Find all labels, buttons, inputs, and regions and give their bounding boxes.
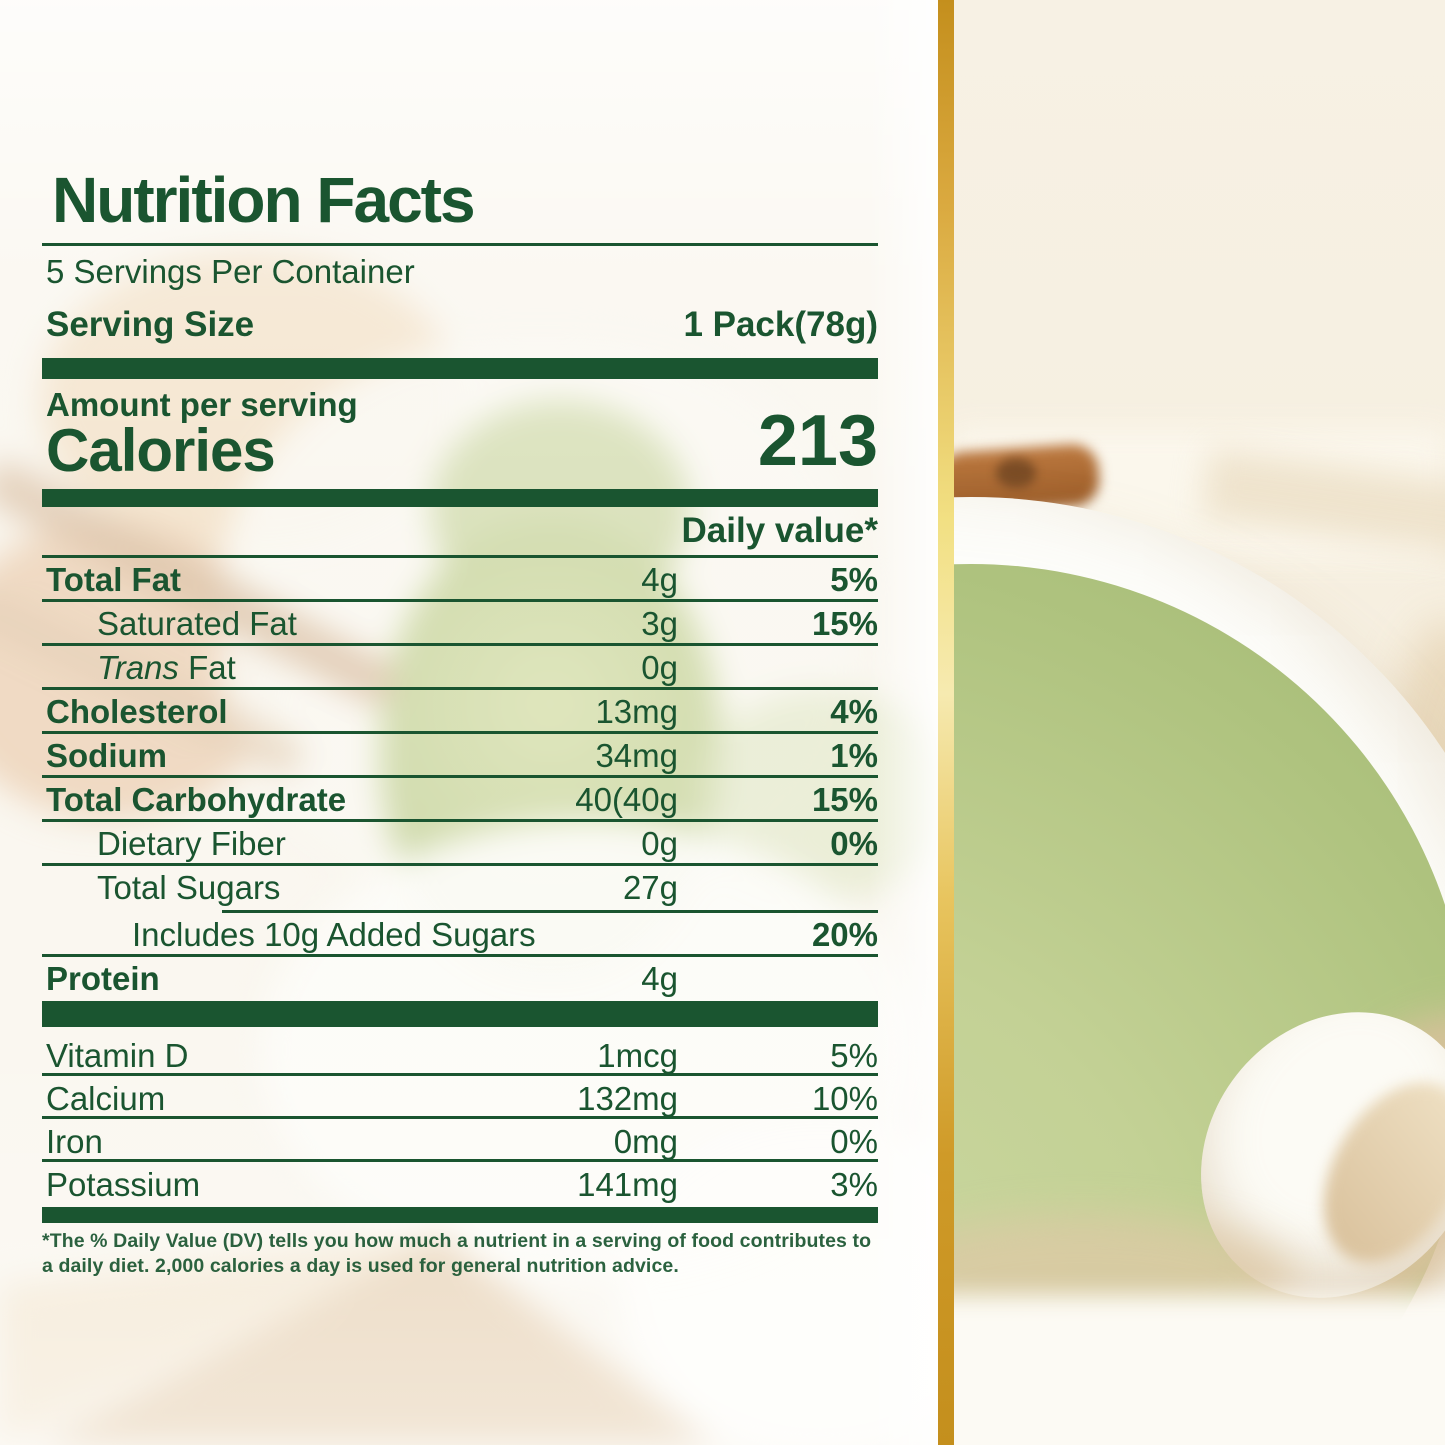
servings-per-container: 5 Servings Per Container xyxy=(46,252,415,290)
nutrient-daily-value: 5% xyxy=(830,560,878,598)
matcha-latte-photo xyxy=(954,0,1445,1445)
saucer xyxy=(954,1295,1445,1445)
label-white-wash xyxy=(0,0,938,1445)
gold-divider-stripe xyxy=(938,0,954,1445)
nutrition-row: Saturated Fat 3g 15% xyxy=(42,602,878,646)
nutrient-daily-value xyxy=(678,651,878,687)
nutrition-row: Trans Fat 0g xyxy=(42,646,878,690)
nutrient-amount: 4g xyxy=(641,959,678,997)
nutrient-daily-value: 5% xyxy=(830,1036,878,1074)
nutrition-row: Total Fat 4g 5% xyxy=(42,558,878,602)
nutrition-row: Sodium 34mg 1% xyxy=(42,734,878,778)
thick-divider-bar xyxy=(42,489,878,508)
nutrition-label-panel: Nutrition Facts 5 Servings Per Container… xyxy=(0,0,938,1445)
nutrient-name: Includes 10g Added Sugars xyxy=(132,915,536,953)
micronutrient-rows: Vitamin D 1mcg 5% Calcium 132mg 10% Iron 0mg 0% P… xyxy=(42,1033,878,1205)
nutrition-row: Total Carbohydrate 40(40g 15% xyxy=(42,778,878,822)
micronutrient-row: Calcium 132mg 10% xyxy=(42,1076,878,1119)
amount-per-serving: Amount per serving xyxy=(46,386,358,424)
calories-value: 213 xyxy=(757,401,878,482)
nutrient-rows: Total Fat 4g 5% Saturated Fat 3g 15% Trans Fat… xyxy=(42,558,878,1001)
nutrient-daily-value: 1% xyxy=(830,736,878,774)
calories-label: Calories xyxy=(46,417,276,485)
serving-size-value: 1 Pack(78g) xyxy=(683,305,878,345)
nutrient-name: Potassium xyxy=(46,1165,201,1203)
nutrient-name: Calcium xyxy=(46,1079,166,1117)
nutrition-facts-label: Nutrition Facts 5 Servings Per Container… xyxy=(42,0,878,1280)
nutrient-name: Total Carbohydrate xyxy=(46,780,347,818)
nutrient-name: Total Fat xyxy=(46,560,182,598)
thick-divider-bar xyxy=(42,358,878,380)
nutrient-name: Cholesterol xyxy=(46,692,228,730)
nutrient-name: Dietary Fiber xyxy=(97,824,286,862)
nutrient-daily-value: 20% xyxy=(811,915,878,953)
nutrient-amount: 0mg xyxy=(613,1122,678,1160)
label-title: Nutrition Facts xyxy=(52,164,476,236)
nutrient-amount: 141mg xyxy=(577,1165,678,1203)
nutrient-amount xyxy=(558,918,678,954)
thick-divider-bar xyxy=(42,1000,878,1027)
micronutrient-row: Potassium 141mg 3% xyxy=(42,1162,878,1205)
thin-divider xyxy=(42,554,878,558)
indented-divider xyxy=(222,909,878,913)
nutrient-amount: 3g xyxy=(641,604,678,642)
nutrient-name: Protein xyxy=(46,959,160,997)
daily-value-header: Daily value* xyxy=(681,511,879,551)
nutrient-amount: 1mcg xyxy=(597,1036,678,1074)
nutrient-name: Iron xyxy=(46,1122,103,1160)
nutrition-row: Total Sugars 27g xyxy=(42,866,878,913)
nutrient-name: Total Sugars xyxy=(97,868,281,906)
thick-divider-bar xyxy=(42,1206,878,1223)
nutrient-daily-value xyxy=(678,962,878,1001)
nutrient-daily-value: 0% xyxy=(830,824,878,862)
nutrient-daily-value: 15% xyxy=(811,780,878,818)
nutrition-row: Dietary Fiber 0g 0% xyxy=(42,822,878,866)
nutrition-row: Includes 10g Added Sugars 20% xyxy=(42,913,878,957)
nutrient-name: Saturated Fat xyxy=(97,604,297,642)
nutrition-row: Cholesterol 13mg 4% xyxy=(42,690,878,734)
nutrient-amount: 132mg xyxy=(577,1079,678,1117)
label-edge-fade xyxy=(868,0,938,1445)
nutrient-amount: 4g xyxy=(641,560,678,598)
nutrient-amount: 13mg xyxy=(595,692,678,730)
nutrient-amount: 0g xyxy=(641,824,678,862)
calories-row: Calories 213 xyxy=(46,405,878,485)
nutrient-daily-value: 10% xyxy=(811,1079,878,1117)
nutrient-amount: 34mg xyxy=(595,736,678,774)
nutrient-name: Trans Fat xyxy=(97,648,236,686)
nutrient-name: Sodium xyxy=(46,736,167,774)
nutrient-amount: 27g xyxy=(622,868,678,906)
daily-value-footnote: *The % Daily Value (DV) tells you how mu… xyxy=(42,1229,872,1278)
nutrient-daily-value: 0% xyxy=(830,1122,878,1160)
nutrient-amount: 0g xyxy=(641,648,678,686)
nutrient-daily-value: 3% xyxy=(830,1165,878,1203)
nutrition-row: Protein 4g xyxy=(42,957,878,1001)
nutrient-name: Vitamin D xyxy=(46,1036,189,1074)
nutrient-daily-value: 4% xyxy=(830,692,878,730)
title-divider xyxy=(42,242,878,246)
micronutrient-row: Iron 0mg 0% xyxy=(42,1119,878,1162)
nutrient-daily-value: 15% xyxy=(811,604,878,642)
nutrient-amount: 40(40g xyxy=(575,780,678,818)
nutrient-daily-value xyxy=(678,871,878,910)
micronutrient-row: Vitamin D 1mcg 5% xyxy=(42,1033,878,1076)
serving-size-label: Serving Size xyxy=(46,305,255,345)
serving-size-row: Serving Size 1 Pack(78g) xyxy=(46,305,878,345)
cinnamon-stick-knot xyxy=(996,458,1036,488)
